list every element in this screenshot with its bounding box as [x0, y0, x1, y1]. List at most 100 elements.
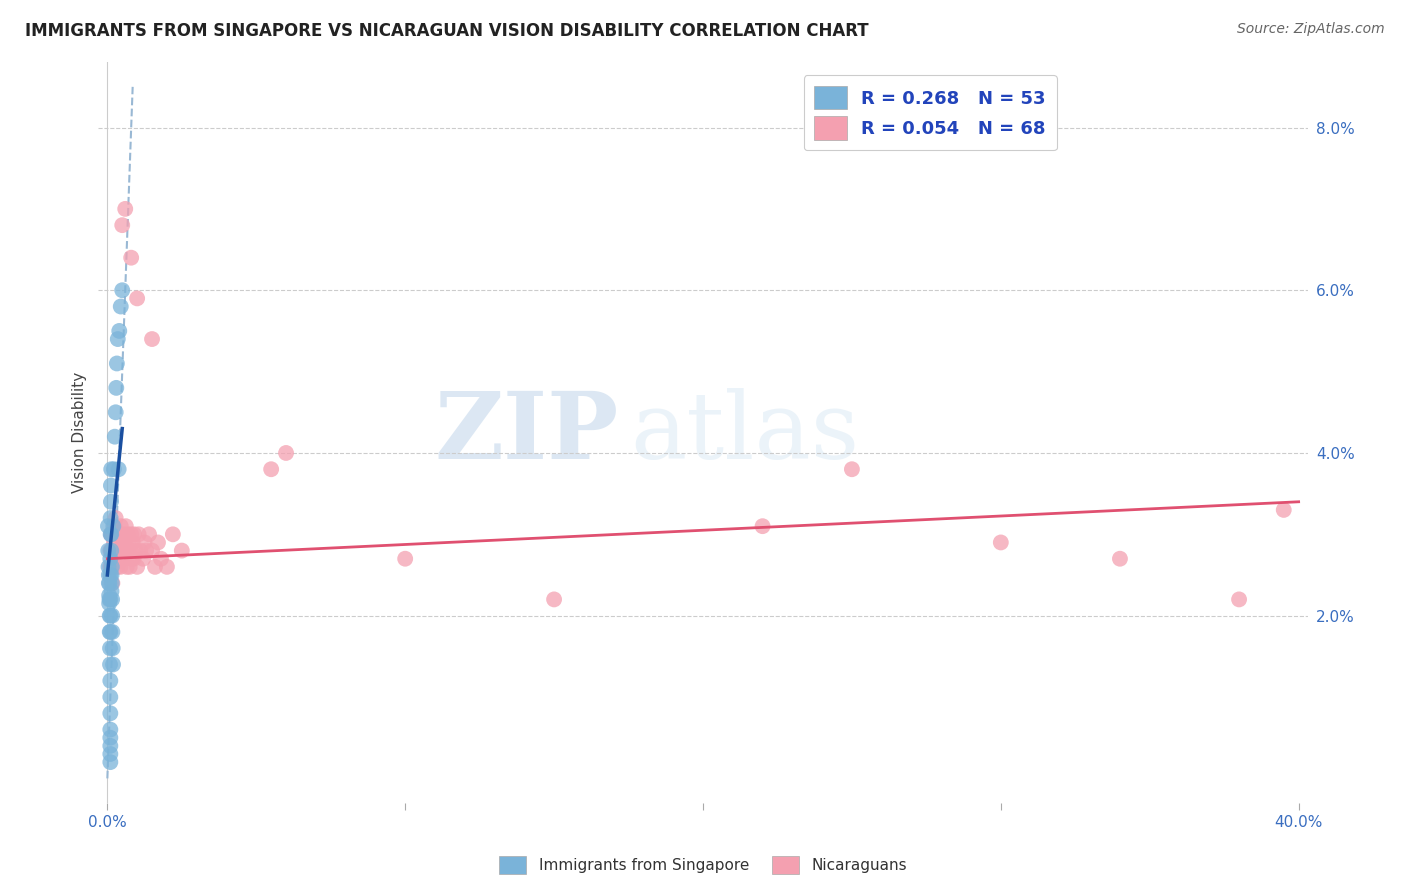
Point [105, 543, 128, 558]
Point [117, 527, 139, 541]
Point [134, 535, 156, 549]
Y-axis label: Vision Disability: Vision Disability [72, 372, 87, 493]
Point [101, 527, 124, 541]
Point [1227, 592, 1250, 607]
Point [1272, 503, 1295, 517]
Point [138, 527, 160, 541]
Point [98, 543, 121, 558]
Point [1109, 551, 1132, 566]
Point [103, 535, 125, 549]
Point [98, 624, 121, 639]
Point [101, 559, 124, 574]
Point [117, 543, 139, 558]
Point [135, 543, 157, 558]
Point [121, 551, 143, 566]
Point [122, 527, 145, 541]
Point [98, 706, 121, 721]
Point [114, 519, 136, 533]
Point [107, 332, 129, 346]
Point [132, 551, 155, 566]
Point [112, 551, 135, 566]
Point [107, 462, 129, 476]
Point [170, 543, 193, 558]
Point [103, 462, 125, 476]
Point [98, 739, 121, 753]
Point [101, 543, 124, 558]
Point [111, 535, 134, 549]
Point [98, 568, 121, 582]
Point [107, 559, 129, 574]
Legend: R = 0.268   N = 53, R = 0.054   N = 68: R = 0.268 N = 53, R = 0.054 N = 68 [804, 75, 1057, 151]
Point [107, 527, 129, 541]
Point [98, 592, 121, 607]
Point [751, 519, 773, 533]
Point [121, 535, 143, 549]
Point [143, 559, 166, 574]
Legend: Immigrants from Singapore, Nicaraguans: Immigrants from Singapore, Nicaraguans [492, 850, 914, 880]
Point [115, 559, 138, 574]
Point [841, 462, 863, 476]
Point [111, 527, 134, 541]
Point [124, 543, 146, 558]
Point [146, 535, 169, 549]
Point [990, 535, 1012, 549]
Point [98, 747, 121, 761]
Point [104, 405, 127, 419]
Point [105, 381, 128, 395]
Point [104, 430, 127, 444]
Point [98, 608, 121, 623]
Point [98, 597, 121, 611]
Point [103, 527, 125, 541]
Point [101, 576, 124, 591]
Point [114, 543, 136, 558]
Point [103, 519, 125, 533]
Point [103, 519, 125, 533]
Point [101, 641, 124, 656]
Point [100, 527, 122, 541]
Point [122, 551, 145, 566]
Point [97, 543, 120, 558]
Point [110, 300, 132, 314]
Point [108, 324, 131, 338]
Point [104, 543, 127, 558]
Point [105, 356, 128, 370]
Text: IMMIGRANTS FROM SINGAPORE VS NICARAGUAN VISION DISABILITY CORRELATION CHART: IMMIGRANTS FROM SINGAPORE VS NICARAGUAN … [25, 22, 869, 40]
Point [101, 608, 124, 623]
Point [108, 543, 131, 558]
Point [260, 462, 283, 476]
Point [98, 624, 121, 639]
Point [98, 755, 121, 769]
Point [98, 731, 121, 745]
Point [120, 527, 142, 541]
Point [110, 559, 132, 574]
Point [149, 551, 172, 566]
Point [100, 568, 122, 582]
Point [100, 462, 122, 476]
Point [118, 535, 141, 549]
Text: atlas: atlas [630, 388, 859, 477]
Point [100, 511, 122, 525]
Point [110, 519, 132, 533]
Point [543, 592, 565, 607]
Point [101, 559, 124, 574]
Point [111, 283, 134, 297]
Point [97, 519, 120, 533]
Point [127, 292, 149, 306]
Point [141, 332, 163, 346]
Point [101, 624, 124, 639]
Point [141, 543, 163, 558]
Point [129, 543, 152, 558]
Point [118, 559, 141, 574]
Point [394, 551, 416, 566]
Point [100, 584, 122, 599]
Point [274, 446, 297, 460]
Point [111, 218, 134, 232]
Point [98, 551, 121, 566]
Point [100, 478, 122, 492]
Point [97, 568, 120, 582]
Point [128, 527, 150, 541]
Point [100, 559, 122, 574]
Point [98, 588, 121, 602]
Point [98, 657, 121, 672]
Point [98, 559, 121, 574]
